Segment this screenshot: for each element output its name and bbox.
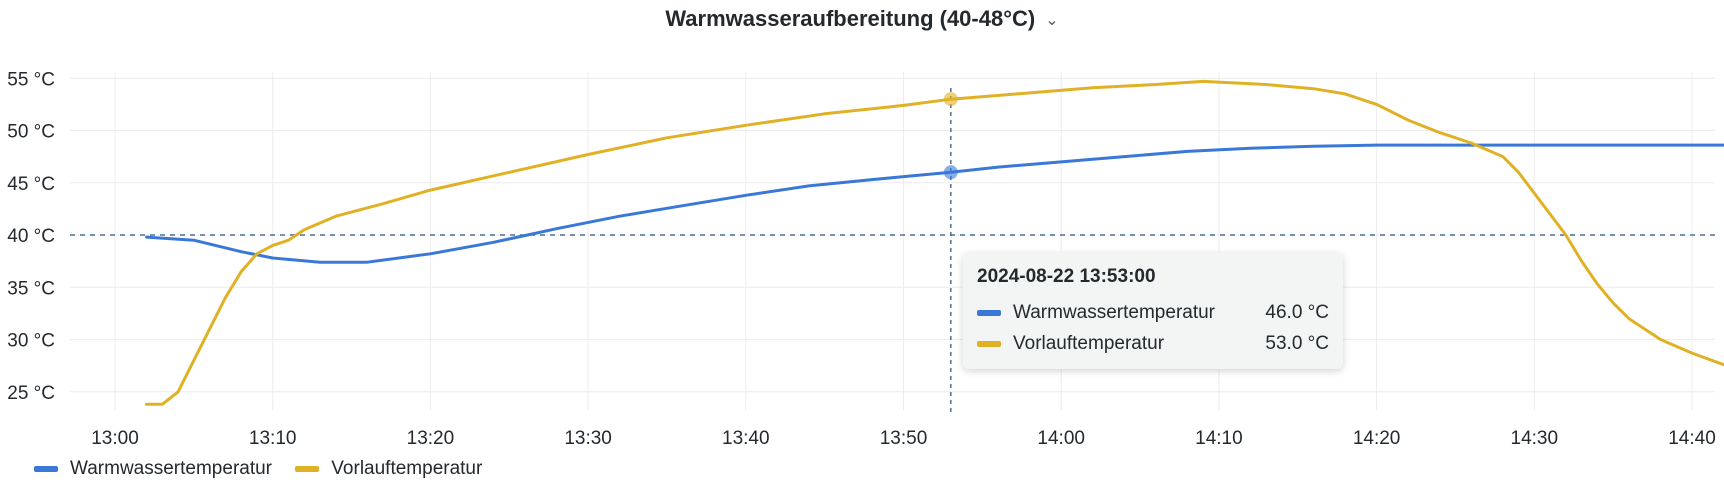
hover-tooltip: 2024-08-22 13:53:00 Warmwassertemperatur… [963, 253, 1343, 369]
y-axis-ticks: 25 °C 30 °C 35 °C 40 °C 45 °C 50 °C 55 °C [7, 69, 55, 404]
series-color-swatch [977, 310, 1001, 316]
y-tick-label: 25 °C [7, 383, 55, 404]
legend-item-warmwasser[interactable]: Warmwassertemperatur [34, 458, 272, 480]
x-tick-label: 14:20 [1353, 428, 1401, 449]
tooltip-series-value: 53.0 °C [1265, 333, 1329, 354]
tooltip-row-warmwasser: Warmwassertemperatur 46.0 °C [977, 301, 1329, 325]
x-tick-label: 13:40 [722, 428, 770, 449]
series-line-warmwasser[interactable] [145, 143, 1724, 264]
y-tick-label: 55 °C [7, 69, 55, 90]
tooltip-series-name: Vorlauftemperatur [1013, 333, 1165, 354]
legend-label: Vorlauftemperatur [331, 458, 483, 479]
x-tick-label: 14:00 [1037, 428, 1085, 449]
x-tick-label: 13:20 [407, 428, 455, 449]
x-axis-ticks: 13:00 13:10 13:20 13:30 13:40 13:50 14:00 14:10… [91, 428, 1716, 449]
series-line-vorlauf[interactable] [145, 79, 1724, 406]
tooltip-row-vorlauf: Vorlauftemperatur 53.0 °C [977, 332, 1329, 356]
x-tick-label: 14:10 [1195, 428, 1243, 449]
tooltip-series-value: 46.0 °C [1265, 302, 1329, 323]
x-tick-label: 14:30 [1511, 428, 1559, 449]
y-tick-label: 50 °C [7, 122, 55, 143]
x-tick-label: 13:10 [249, 428, 297, 449]
y-tick-label: 40 °C [7, 226, 55, 247]
y-tick-label: 45 °C [7, 174, 55, 195]
tooltip-time: 2024-08-22 13:53:00 [977, 266, 1156, 287]
series-group [145, 79, 1724, 406]
hover-point-warmwasser [943, 165, 958, 180]
x-tick-label: 13:50 [880, 428, 928, 449]
x-tick-label: 14:40 [1668, 428, 1716, 449]
legend-item-vorlauf[interactable]: Vorlauftemperatur [295, 458, 482, 480]
x-tick-label: 13:30 [564, 428, 612, 449]
legend-label: Warmwassertemperatur [70, 458, 273, 479]
y-tick-label: 35 °C [7, 278, 55, 299]
panel-title: Warmwasseraufbereitung (40-48°C) [665, 6, 1036, 31]
series-color-swatch [977, 341, 1001, 347]
y-tick-label: 30 °C [7, 331, 55, 352]
tooltip-series-name: Warmwassertemperatur [1013, 302, 1216, 323]
legend-swatch [295, 465, 320, 472]
panel-title-bar[interactable]: Warmwasseraufbereitung (40-48°C) ⌄ [0, 6, 1724, 32]
legend-swatch [34, 465, 58, 472]
grid [70, 72, 1715, 410]
chevron-down-icon[interactable]: ⌄ [1045, 12, 1059, 30]
hover-point-vorlauf [943, 92, 958, 107]
x-tick-label: 13:00 [91, 428, 139, 449]
chart-legend: Warmwassertemperatur Vorlauftemperatur [34, 458, 500, 484]
